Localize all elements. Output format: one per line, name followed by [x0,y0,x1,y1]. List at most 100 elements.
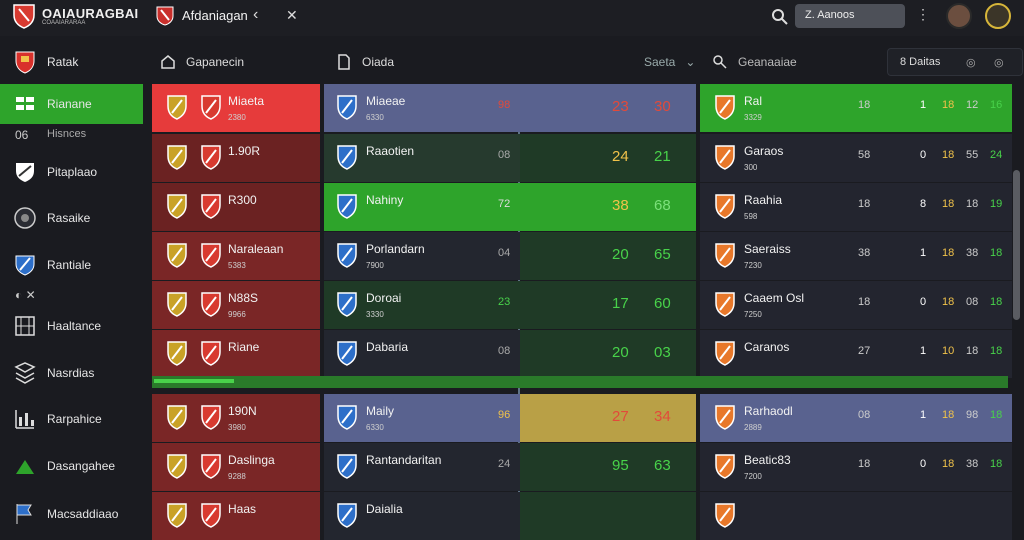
stat-d5: 16 [990,99,1003,111]
team-d-cell[interactable]: Saeraiss 7230 38 1 18 38 18 [700,232,1012,280]
team-b-cell[interactable]: Doroai 3330 23 [324,281,520,329]
sidebar-mini-icons[interactable]: ◐ ✕ [0,288,143,312]
team-a-cell[interactable]: Daslinga 9288 [152,443,320,491]
table-row[interactable]: 1.90R Raaotien 08 24 21 Garaos 300 58 0 18 55 24 [152,134,1012,182]
table-row[interactable]: N88S 9966 Doroai 3330 23 17 60 Caaem Osl 7250 18 0… [152,281,1012,329]
filter-box[interactable]: 8 Daitas ◎ ◎ [887,48,1023,76]
sidebar-item-ratak[interactable]: Ratak [0,42,143,82]
team-d-code: 7250 [744,310,762,319]
score-cell[interactable]: 27 34 [520,394,696,442]
table-row[interactable]: 190N 3980 Maily 6330 96 27 34 Rarhaodl 2889 08 1 18… [152,394,1012,442]
table-row[interactable]: Miaeta 2380 Miaeae 6330 98 23 30 Ral 3329 18 1 18 12… [152,84,1012,132]
close-icon[interactable]: ✕ [286,7,298,23]
team-a-name: 1.90R [228,144,261,158]
ball-icon [14,207,36,229]
sidebar-item-hisnces[interactable]: 06 Hisnces [0,128,143,152]
team-b-name: Miaeae [366,94,406,108]
table-row[interactable]: Haas Daialia [152,492,1012,540]
table-row[interactable]: Naraleaan 5383 Porlandarn 7900 04 20 65 Saerais… [152,232,1012,280]
table-row[interactable]: Daslinga 9288 Rantandaritan 24 95 63 Beatic83 7… [152,443,1012,491]
score-cell[interactable] [520,492,696,540]
header-col-b[interactable]: Oiada [336,48,394,76]
sidebar-item-nasrdias[interactable]: Nasrdias [0,353,143,393]
sidebar-item-rianane[interactable]: Rianane [0,84,143,124]
score-home: 95 [612,457,629,474]
sidebar-item-rarpahice[interactable]: Rarpahice [0,399,143,439]
team-d-cell[interactable]: Rarhaodl 2889 08 1 18 98 18 [700,394,1012,442]
score-cell[interactable]: 17 60 [520,281,696,329]
search-icon[interactable] [770,7,790,27]
stat-d3: 18 [942,409,955,421]
team-d-cell[interactable]: Caaem Osl 7250 18 0 18 08 18 [700,281,1012,329]
score-cell[interactable]: 24 21 [520,134,696,182]
sidebar-item-pitaplaao[interactable]: Pitaplaao [0,152,143,192]
search-input[interactable]: Z. Aanoos [795,4,905,28]
stat-d3: 18 [942,149,955,161]
team-a-name: Miaeta [228,94,265,108]
score-cell[interactable]: 20 03 [520,330,696,378]
sidebar-item-dasangahee[interactable]: Dasangahee [0,446,143,486]
team-a-cell[interactable]: N88S 9966 [152,281,320,329]
scrollbar[interactable] [1013,170,1020,320]
stat-d3: 18 [942,296,955,308]
team-a-cell[interactable]: Miaeta 2380 [152,84,320,132]
team-crest-icon [167,292,187,317]
sidebar-item-macsaddiaao[interactable]: Macsaddiaao [0,494,143,534]
team-b-cell[interactable]: Raaotien 08 [324,134,520,182]
team-b-cell[interactable]: Nahiny 72 [324,183,520,231]
team-b-cell[interactable]: Rantandaritan 24 [324,443,520,491]
team-d-cell[interactable]: Beatic83 7200 18 0 18 38 18 [700,443,1012,491]
team-a-cell[interactable]: R300 [152,183,320,231]
team-d-cell[interactable]: Raahia 598 18 8 18 18 19 [700,183,1012,231]
team-a-cell[interactable]: 190N 3980 [152,394,320,442]
team-crest-icon [201,405,221,430]
header-col-d[interactable]: Geanaaiae [712,48,797,76]
sidebar-item-haaltance[interactable]: Haaltance [0,306,143,346]
team-b-cell[interactable]: Daialia [324,492,520,540]
team-d-cell[interactable]: Caranos 27 1 10 18 18 [700,330,1012,378]
team-d-cell[interactable]: Ral 3329 18 1 18 12 16 [700,84,1012,132]
team-d-cell[interactable] [700,492,1012,540]
stat-d3: 18 [942,99,955,111]
more-vertical-icon[interactable]: ⋮ [916,6,930,22]
tab-title[interactable]: Afdaniagan [182,8,248,23]
team-b-cell[interactable]: Maily 6330 96 [324,394,520,442]
team-b-name: Rantandaritan [366,453,442,467]
team-b-cell[interactable]: Dabaria 08 [324,330,520,378]
header-col-c[interactable]: Saeta ⌄ [644,48,695,76]
table-row[interactable]: R300 Nahiny 72 38 68 Raahia 598 18 8 18 18 19 [152,183,1012,231]
team-d-cell[interactable]: Garaos 300 58 0 18 55 24 [700,134,1012,182]
team-b-value: 08 [498,345,511,357]
chevron-left-icon[interactable]: ‹ [253,6,259,23]
sidebar-item-rantiale[interactable]: Rantiale [0,245,143,285]
team-d-name: Raahia [744,193,783,207]
toggle-icon[interactable]: ◎ [994,57,1004,69]
team-d-code: 598 [744,212,758,221]
team-a-cell[interactable]: 1.90R [152,134,320,182]
team-a-cell[interactable]: Haas [152,492,320,540]
team-b-cell[interactable]: Miaeae 6330 98 [324,84,520,132]
user-avatar[interactable] [985,3,1011,29]
sidebar-item-rasaike[interactable]: Rasaike [0,198,143,238]
team-d-code: 3329 [744,113,762,122]
crest-icon [16,163,34,182]
team-a-cell[interactable]: Naraleaan 5383 [152,232,320,280]
score-home: 24 [612,148,629,165]
team-b-cell[interactable]: Porlandarn 7900 04 [324,232,520,280]
stat-d1: 18 [858,198,871,210]
avatar[interactable] [946,3,972,29]
team-a-code: 2380 [228,113,246,122]
team-b-value: 08 [498,149,511,161]
score-cell[interactable]: 95 63 [520,443,696,491]
table-row[interactable]: Riane Dabaria 08 20 03 Caranos 27 1 10 18 18 [152,330,1012,378]
header-col-a[interactable]: Gapanecin [160,48,244,76]
team-crest-icon [337,194,357,219]
team-a-code: 9966 [228,310,246,319]
score-cell[interactable]: 20 65 [520,232,696,280]
sidebar-item-label: Nasrdias [47,366,95,380]
team-a-cell[interactable]: Riane [152,330,320,378]
settings-icon[interactable]: ◎ [966,57,976,69]
progress-separator [152,376,1008,388]
score-cell[interactable]: 23 30 [520,84,696,132]
score-cell[interactable]: 38 68 [520,183,696,231]
